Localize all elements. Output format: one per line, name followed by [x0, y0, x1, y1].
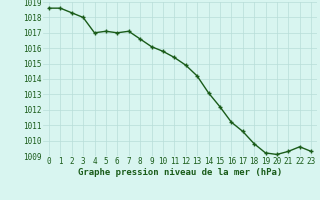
- X-axis label: Graphe pression niveau de la mer (hPa): Graphe pression niveau de la mer (hPa): [78, 168, 282, 177]
